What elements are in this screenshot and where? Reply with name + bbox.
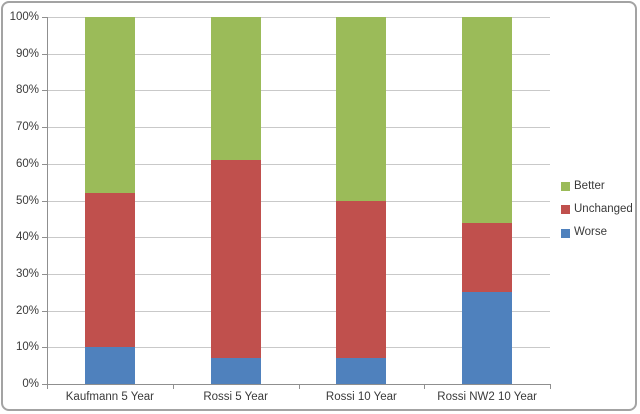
gridline: [47, 54, 550, 55]
y-axis-label: 70%: [15, 121, 39, 133]
legend-swatch-worse: [561, 228, 570, 238]
y-axis-label: 40%: [15, 231, 39, 243]
y-axis-tick: [42, 311, 47, 312]
bar-segment-worse: [462, 292, 512, 384]
gridline: [47, 311, 550, 312]
y-axis-tick: [42, 384, 47, 385]
plot-area: 0% 10% 20% 30% 40% 50% 60% 70% 80% 90% 100% Kaufman…: [3, 3, 635, 409]
gridline: [47, 274, 550, 275]
x-axis-label: Rossi 5 Year: [203, 391, 268, 403]
legend-label: Worse: [574, 226, 608, 239]
legend-swatch-better: [561, 182, 570, 192]
bar-segment-worse: [85, 347, 135, 384]
x-axis-label: Rossi 10 Year: [325, 391, 397, 403]
y-axis-tick: [42, 201, 47, 202]
y-axis-tick: [42, 127, 47, 128]
y-axis-tick: [42, 17, 47, 18]
bar-segment-unchanged: [211, 160, 261, 358]
y-axis-tick: [42, 164, 47, 165]
y-axis-tick: [42, 347, 47, 348]
y-axis-label: 60%: [15, 158, 39, 170]
gridline: [47, 164, 550, 165]
x-axis-tick: [47, 384, 48, 389]
y-axis-label: 50%: [15, 195, 39, 207]
x-axis-tick: [550, 384, 551, 389]
y-axis-line: [47, 17, 48, 384]
x-axis-tick: [299, 384, 300, 389]
y-axis-tick: [42, 54, 47, 55]
legend: Better Unchanged Worse: [561, 180, 633, 250]
gridline: [47, 347, 550, 348]
y-axis-tick: [42, 237, 47, 238]
bar-segment-better: [462, 17, 512, 223]
bar-segment-unchanged: [85, 193, 135, 347]
legend-label: Unchanged: [574, 203, 633, 216]
y-axis-label: 0%: [22, 378, 39, 390]
bar-segment-better: [85, 17, 135, 193]
bar-segment-unchanged: [462, 223, 512, 292]
bar-segment-worse: [211, 358, 261, 384]
y-axis-label: 10%: [15, 341, 39, 353]
y-axis-tick: [42, 90, 47, 91]
y-axis-label: 100%: [9, 11, 39, 23]
gridline: [47, 17, 550, 18]
x-axis-tick: [424, 384, 425, 389]
gridline: [47, 127, 550, 128]
y-axis-tick: [42, 274, 47, 275]
bar-segment-better: [336, 17, 386, 201]
bar-segment-unchanged: [336, 201, 386, 358]
legend-label: Better: [574, 180, 605, 192]
x-axis-tick: [173, 384, 174, 389]
y-axis-label: 90%: [15, 48, 39, 60]
x-axis-label: Rossi NW2 10 Year: [437, 391, 537, 403]
bar-segment-better: [211, 17, 261, 160]
gridline: [47, 237, 550, 238]
legend-item: Better: [561, 180, 633, 193]
legend-item: Worse: [561, 226, 633, 239]
legend-swatch-unchanged: [561, 205, 570, 215]
bar-segment-worse: [336, 358, 386, 384]
y-axis-label: 20%: [15, 305, 39, 317]
y-axis-label: 30%: [15, 268, 39, 280]
gridline: [47, 90, 550, 91]
y-axis-label: 80%: [15, 84, 39, 96]
x-axis-label: Kaufmann 5 Year: [65, 391, 154, 403]
legend-item: Unchanged: [561, 203, 633, 216]
gridline: [47, 201, 550, 202]
